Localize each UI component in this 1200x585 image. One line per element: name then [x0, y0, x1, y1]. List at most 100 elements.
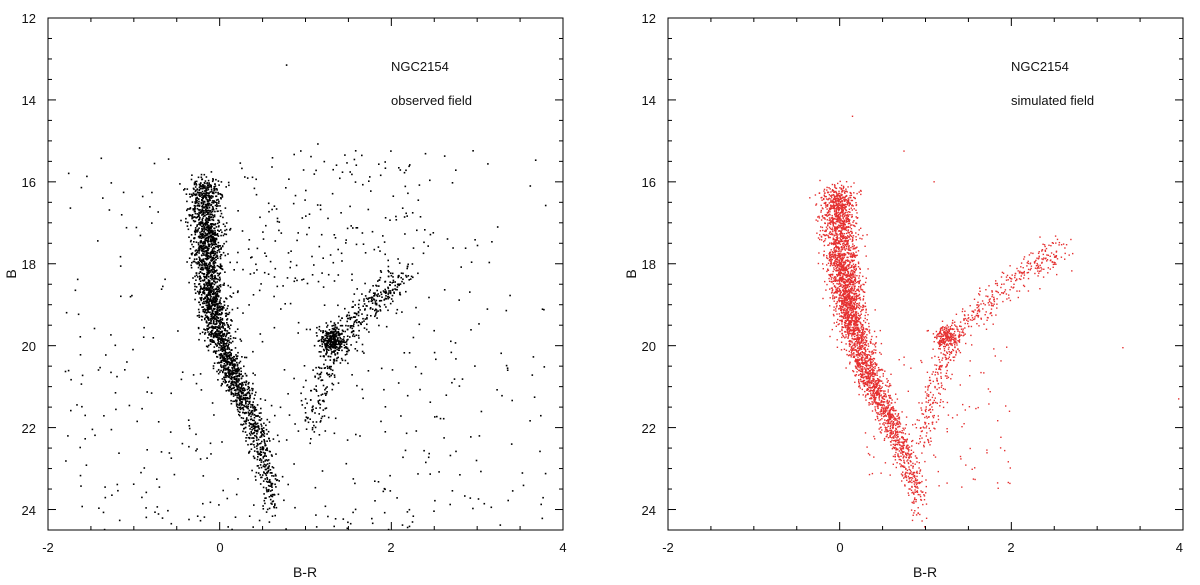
star-point — [225, 351, 227, 354]
star-point — [192, 187, 195, 190]
star-point — [317, 377, 320, 380]
star-point — [168, 452, 171, 454]
star-point — [209, 265, 211, 267]
star-point — [384, 217, 387, 219]
star-point — [861, 332, 863, 335]
star-point — [384, 431, 387, 433]
star-point — [346, 328, 349, 331]
star-point — [111, 494, 113, 496]
star-point — [244, 389, 246, 391]
star-point — [325, 352, 327, 355]
star-point — [325, 343, 328, 345]
star-point — [214, 223, 217, 225]
star-point — [114, 392, 117, 394]
star-point — [254, 425, 256, 428]
star-point — [214, 256, 217, 259]
star-point — [248, 452, 250, 454]
star-point — [896, 462, 898, 464]
star-point — [831, 291, 833, 293]
star-point — [161, 517, 164, 519]
star-point — [256, 269, 258, 271]
star-point — [346, 527, 349, 530]
star-point — [851, 314, 853, 317]
star-point — [852, 205, 854, 207]
star-point — [301, 404, 304, 406]
star-point — [329, 359, 332, 361]
star-point — [874, 346, 877, 348]
star-point — [117, 489, 119, 492]
star-point — [854, 277, 857, 279]
star-point — [297, 232, 299, 234]
star-point — [417, 473, 419, 475]
star-point — [405, 274, 407, 277]
star-point — [218, 353, 221, 356]
star-point — [914, 475, 916, 477]
y-tick-label: 20 — [22, 339, 36, 354]
star-point — [258, 428, 261, 430]
star-point — [382, 490, 385, 493]
star-point — [924, 526, 926, 528]
star-point — [230, 378, 233, 381]
star-point — [380, 299, 383, 302]
star-point — [208, 236, 210, 238]
star-point — [326, 337, 328, 339]
star-point — [238, 372, 240, 375]
star-point — [199, 187, 202, 190]
star-point — [204, 238, 206, 241]
star-point — [433, 351, 436, 354]
star-point — [338, 347, 340, 349]
star-point — [245, 384, 247, 386]
star-point — [210, 251, 213, 253]
star-point — [849, 339, 851, 342]
star-point — [224, 350, 227, 353]
star-point — [214, 297, 217, 299]
star-point — [195, 274, 198, 276]
star-point — [202, 287, 205, 289]
star-point — [215, 331, 217, 333]
star-point — [319, 345, 321, 347]
star-point — [200, 299, 203, 302]
star-point — [311, 406, 314, 409]
star-point — [851, 240, 853, 243]
star-point — [355, 164, 358, 166]
star-point — [888, 394, 890, 397]
star-point — [853, 279, 856, 281]
star-point — [275, 475, 277, 477]
star-point — [912, 471, 914, 474]
star-point — [207, 188, 210, 191]
star-point — [325, 334, 327, 337]
star-point — [369, 289, 371, 291]
star-point — [206, 346, 209, 348]
star-point — [196, 207, 199, 210]
star-point — [202, 264, 204, 266]
star-point — [204, 232, 207, 234]
star-point — [201, 218, 203, 221]
star-point — [241, 356, 243, 358]
star-point — [226, 323, 229, 326]
star-point — [202, 217, 204, 220]
star-point — [199, 276, 201, 278]
star-point — [239, 411, 241, 413]
star-point — [223, 307, 225, 309]
star-point — [200, 286, 202, 289]
star-point — [160, 288, 163, 290]
star-point — [246, 406, 248, 409]
star-point — [322, 338, 325, 341]
star-point — [221, 309, 223, 311]
star-point — [371, 296, 374, 299]
star-point — [220, 254, 222, 256]
star-point — [212, 208, 215, 211]
star-point — [197, 228, 199, 231]
star-point — [260, 453, 263, 456]
star-point — [221, 268, 224, 271]
star-point — [217, 202, 220, 204]
star-point — [214, 342, 217, 345]
star-point — [337, 304, 339, 307]
star-point — [202, 211, 205, 214]
star-point — [212, 207, 214, 210]
star-point — [228, 326, 230, 328]
star-point — [225, 390, 228, 392]
star-point — [480, 470, 482, 473]
star-point — [239, 390, 241, 393]
star-point — [287, 483, 289, 486]
